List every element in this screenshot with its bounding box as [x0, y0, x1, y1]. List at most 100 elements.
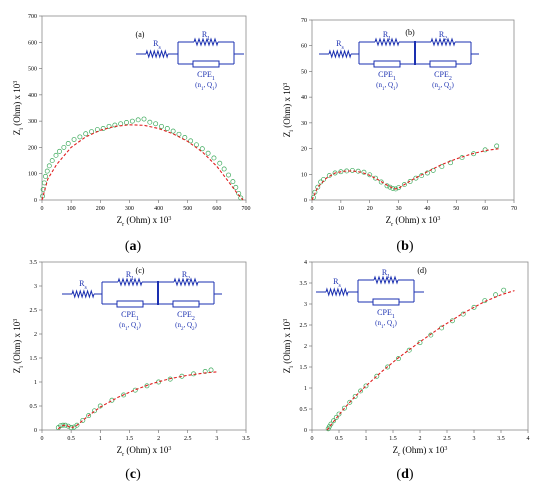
- data-point: [361, 169, 367, 175]
- y-tick-label: 40: [301, 95, 307, 101]
- data-point: [493, 292, 499, 298]
- data-point: [315, 184, 321, 190]
- data-point: [49, 158, 55, 164]
- y-tick-label: 1: [34, 380, 37, 386]
- plot-frame: [41, 261, 247, 431]
- x-tick-label: 200: [96, 206, 105, 212]
- y-tick-label: 200: [28, 145, 37, 151]
- rs-resistor: [328, 49, 352, 59]
- plot-frame: [311, 261, 529, 431]
- block1-nq-label: (n1, Q1): [195, 81, 217, 92]
- x-tick-label: 1: [99, 436, 102, 442]
- data-point: [332, 170, 338, 176]
- panel-caption: (a): [125, 239, 142, 254]
- data-point: [221, 166, 227, 172]
- data-point: [396, 185, 402, 191]
- x-tick-label: 0: [41, 436, 44, 442]
- x-tick-label: 100: [67, 206, 76, 212]
- x-axis-label: Zr (Ohm) x 103: [117, 445, 172, 458]
- panel-caption: (d): [396, 467, 413, 482]
- block1-nq-label: (n1, Q1): [376, 81, 398, 92]
- x-tick-label: 600: [212, 206, 221, 212]
- rs-resistor: [71, 289, 95, 299]
- x-tick-label: 0: [311, 436, 314, 442]
- block2-resistor: [430, 37, 456, 47]
- block1-resistor: [374, 37, 400, 47]
- data-point: [83, 131, 89, 137]
- rs-resistor: [325, 287, 349, 297]
- inset-label: (b): [405, 28, 415, 37]
- rs-label: Rs: [336, 39, 344, 51]
- x-tick-label: 50: [453, 206, 459, 212]
- x-tick-label: 400: [154, 206, 163, 212]
- data-point: [428, 332, 434, 338]
- data-point: [46, 163, 52, 169]
- x-tick-label: 1.5: [126, 436, 134, 442]
- data-point: [61, 144, 67, 150]
- y-tick-label: 0: [34, 428, 37, 434]
- block1-nq-label: (n1, Q1): [375, 319, 397, 330]
- data-point: [60, 422, 66, 428]
- data-point: [417, 340, 423, 346]
- data-point: [401, 182, 407, 188]
- block2-resistor: [173, 277, 199, 287]
- data-point: [167, 376, 173, 382]
- data-point: [328, 421, 334, 427]
- y-tick-label: 2: [304, 344, 307, 350]
- block2-r-label: R2: [439, 30, 447, 42]
- x-tick-label: 70: [511, 206, 517, 212]
- y-tick-label: 20: [301, 147, 307, 153]
- x-tick-label: 40: [424, 206, 430, 212]
- panel-b: 0 10 20 30 40 50 60 70 0 10 20 30 40 50 60 70 Zr (Ohm) x…: [282, 18, 517, 254]
- y-tick-label: 0.5: [30, 404, 38, 410]
- panel-d: 0 0.5 1 1.5 2 2.5 3 3.5 4 0 0.5 1 1.5 2 2.5 3 3.5 4 Zr (Oh…: [282, 260, 530, 482]
- plot-frame: [311, 19, 515, 201]
- data-point: [413, 175, 419, 181]
- data-point: [238, 195, 244, 201]
- data-point: [112, 122, 118, 128]
- data-point: [448, 160, 453, 166]
- data-point: [43, 173, 48, 179]
- y-tick-label: 70: [301, 18, 307, 24]
- x-tick-label: 10: [338, 206, 344, 212]
- y-tick-label: 100: [28, 172, 37, 178]
- y-tick-label: 60: [301, 44, 307, 50]
- data-point: [439, 164, 445, 170]
- block2-nq-label: (n2, Q2): [432, 81, 454, 92]
- data-point: [205, 150, 211, 156]
- y-tick-label: 0.5: [300, 407, 308, 413]
- block1-cpe-label: CPE1: [378, 70, 396, 82]
- block1-cpe-element: [116, 300, 144, 308]
- data-point: [199, 146, 205, 152]
- data-point: [57, 148, 62, 154]
- y-axis-label: Zi (Ohm) x 103: [12, 319, 25, 373]
- block1-cpe-element: [192, 60, 220, 68]
- y-tick-label: 3: [34, 284, 37, 290]
- rs-resistor: [145, 49, 169, 59]
- y-tick-label: 400: [28, 93, 37, 99]
- y-tick-label: 3.5: [30, 260, 38, 266]
- data-point: [153, 121, 159, 127]
- block1-cpe-element: [373, 60, 401, 68]
- data-point: [121, 392, 127, 398]
- y-tick-label: 0: [304, 428, 307, 434]
- block2-cpe-label: CPE2: [434, 70, 452, 82]
- y-tick-label: 700: [28, 14, 37, 20]
- data-point: [106, 123, 112, 129]
- block2-r-label: R2: [182, 270, 190, 282]
- y-tick-label: 3: [304, 302, 307, 308]
- data-point: [176, 131, 182, 137]
- data-point: [141, 116, 147, 122]
- x-tick-label: 4: [527, 436, 530, 442]
- block2-cpe-element: [172, 300, 200, 308]
- data-point: [124, 120, 129, 125]
- data-point: [65, 141, 71, 146]
- data-point: [71, 137, 77, 142]
- data-point: [333, 414, 339, 420]
- rs-label: Rs: [153, 39, 161, 51]
- data-point: [53, 152, 59, 158]
- data-point: [347, 399, 353, 405]
- data-point: [194, 142, 199, 148]
- block2-cpe-element: [429, 60, 457, 68]
